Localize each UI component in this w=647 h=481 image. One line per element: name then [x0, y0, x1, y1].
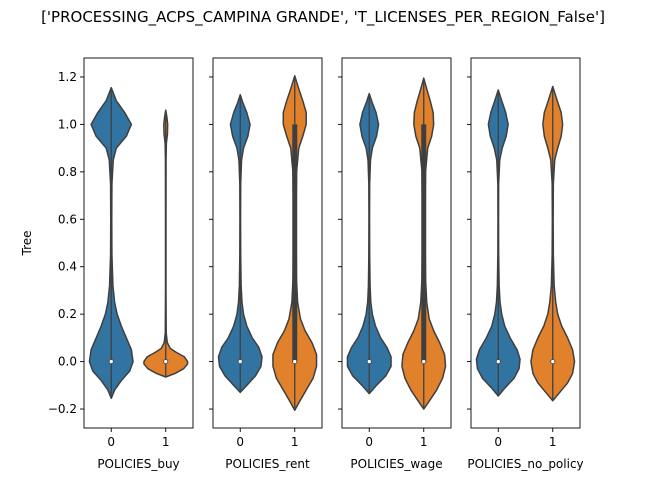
x-tick-label: 0 — [107, 435, 115, 449]
axes-frame — [341, 57, 452, 429]
violin-median-1 — [550, 359, 556, 365]
violin-median-1 — [421, 359, 427, 365]
y-tick-label: 1.0 — [58, 117, 77, 131]
x-axis-label: POLICIES_wage — [350, 457, 442, 471]
y-tick-label: 0.2 — [58, 307, 77, 321]
x-tick-label: 0 — [494, 435, 502, 449]
x-axis-label: POLICIES_rent — [225, 457, 310, 471]
violin-median-0 — [237, 359, 243, 365]
y-tick-label: 0.0 — [58, 355, 77, 369]
x-tick-label: 1 — [549, 435, 557, 449]
violin-median-1 — [163, 359, 169, 365]
y-tick-label: 0.4 — [58, 260, 77, 274]
x-axis-label: POLICIES_buy — [97, 457, 179, 471]
y-axis-label: Tree — [20, 230, 34, 256]
x-tick-label: 1 — [291, 435, 299, 449]
axes-frame — [212, 57, 323, 429]
violin-median-0 — [108, 359, 114, 365]
axes-frame — [470, 57, 581, 429]
y-tick-label: −0.2 — [48, 402, 77, 416]
x-tick-label: 0 — [236, 435, 244, 449]
violin-iqr-box-1 — [421, 124, 427, 362]
violin-iqr-box-1 — [292, 124, 298, 362]
x-tick-label: 1 — [420, 435, 428, 449]
figure-title: ['PROCESSING_ACPS_CAMPINA GRANDE', 'T_LI… — [41, 8, 605, 27]
y-tick-label: 0.8 — [58, 165, 77, 179]
y-tick-label: 1.2 — [58, 70, 77, 84]
x-axis-label: POLICIES_no_policy — [467, 457, 583, 471]
panel-policies-wage: 0 1 POLICIES_wage — [338, 57, 452, 471]
x-tick-label: 0 — [365, 435, 373, 449]
violin-median-0 — [366, 359, 372, 365]
panel-policies-rent: 0 1 POLICIES_rent — [209, 57, 323, 471]
violin-median-1 — [292, 359, 298, 365]
y-tick-label: 0.6 — [58, 212, 77, 226]
x-tick-label: 1 — [162, 435, 170, 449]
panel-policies-buy: −0.2 0.0 0.2 0.4 0.6 0.8 1.0 1.2 0 1 POLICIES_buy — [48, 57, 194, 471]
axes-frame — [83, 57, 194, 429]
panel-policies-no-policy: 0 1 POLICIES_no_policy — [467, 57, 584, 471]
violin-median-0 — [495, 359, 501, 365]
panels-group: −0.2 0.0 0.2 0.4 0.6 0.8 1.0 1.2 0 1 POLICIES_buy 0… — [48, 57, 584, 471]
